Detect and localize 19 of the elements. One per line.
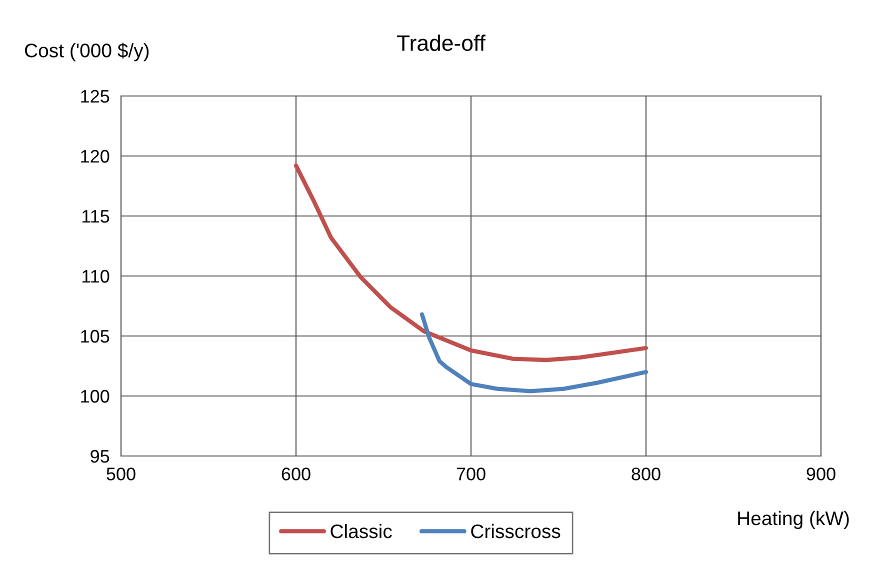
x-tick-label: 600 (282, 468, 310, 480)
x-tick-label: 900 (806, 468, 836, 480)
y-tick-label: 120 (81, 150, 110, 163)
x-tick-label: 500 (106, 468, 136, 480)
x-axis-title: Heating (kW) (738, 510, 849, 530)
chart-title: Trade-off (397, 34, 486, 51)
legend-label: Classic (330, 524, 392, 538)
y-tick-label: 115 (82, 210, 110, 223)
x-tick-label: 800 (632, 468, 660, 480)
y-tick-label: 125 (81, 90, 110, 103)
y-tick-label: 105 (81, 330, 110, 343)
line-series (294, 164, 648, 362)
y-tick-label: 95 (90, 450, 110, 463)
y-axis-title: Cost ('000 $/y) (24, 42, 149, 62)
y-tick-label: 110 (82, 270, 110, 283)
line-series (420, 312, 648, 394)
legend-label: Crisscross (471, 524, 560, 538)
y-tick-label: 100 (81, 390, 110, 403)
x-tick-label: 700 (456, 468, 486, 480)
